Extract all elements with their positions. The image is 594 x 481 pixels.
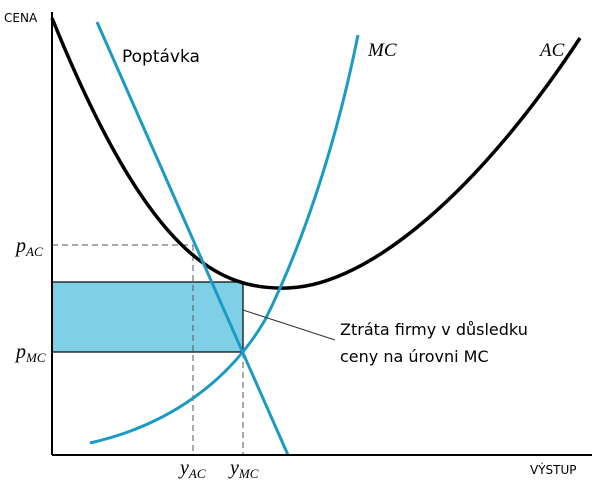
sub: MC (238, 466, 259, 481)
annotation-line: ceny na úrovni MC (340, 347, 489, 366)
mc-label: MC (367, 40, 397, 61)
x-axis-label: VÝSTUP (530, 462, 577, 477)
quantity-label: yAC (178, 457, 206, 481)
ac-curve (50, 17, 582, 290)
base: p (14, 235, 26, 257)
loss-area (51, 281, 244, 353)
sub: AC (188, 466, 206, 481)
price-label: pAC (14, 235, 43, 259)
demand-curve (95, 21, 290, 456)
sub: MC (25, 350, 46, 365)
annotation-line: Ztráta firmy v důsledku (340, 320, 528, 339)
annotation-pointer (242, 309, 336, 341)
base: y (228, 457, 239, 479)
sub: AC (25, 244, 43, 259)
ac-label: AC (538, 40, 565, 61)
y-axis-label: CENA (4, 11, 38, 25)
guides (52, 244, 244, 455)
base: p (14, 341, 26, 363)
demand-label: Poptávka (122, 47, 200, 67)
price-label: pMC (14, 341, 46, 365)
mc-curve (89, 34, 360, 445)
base: y (178, 457, 189, 479)
quantity-label: yMC (228, 457, 259, 481)
